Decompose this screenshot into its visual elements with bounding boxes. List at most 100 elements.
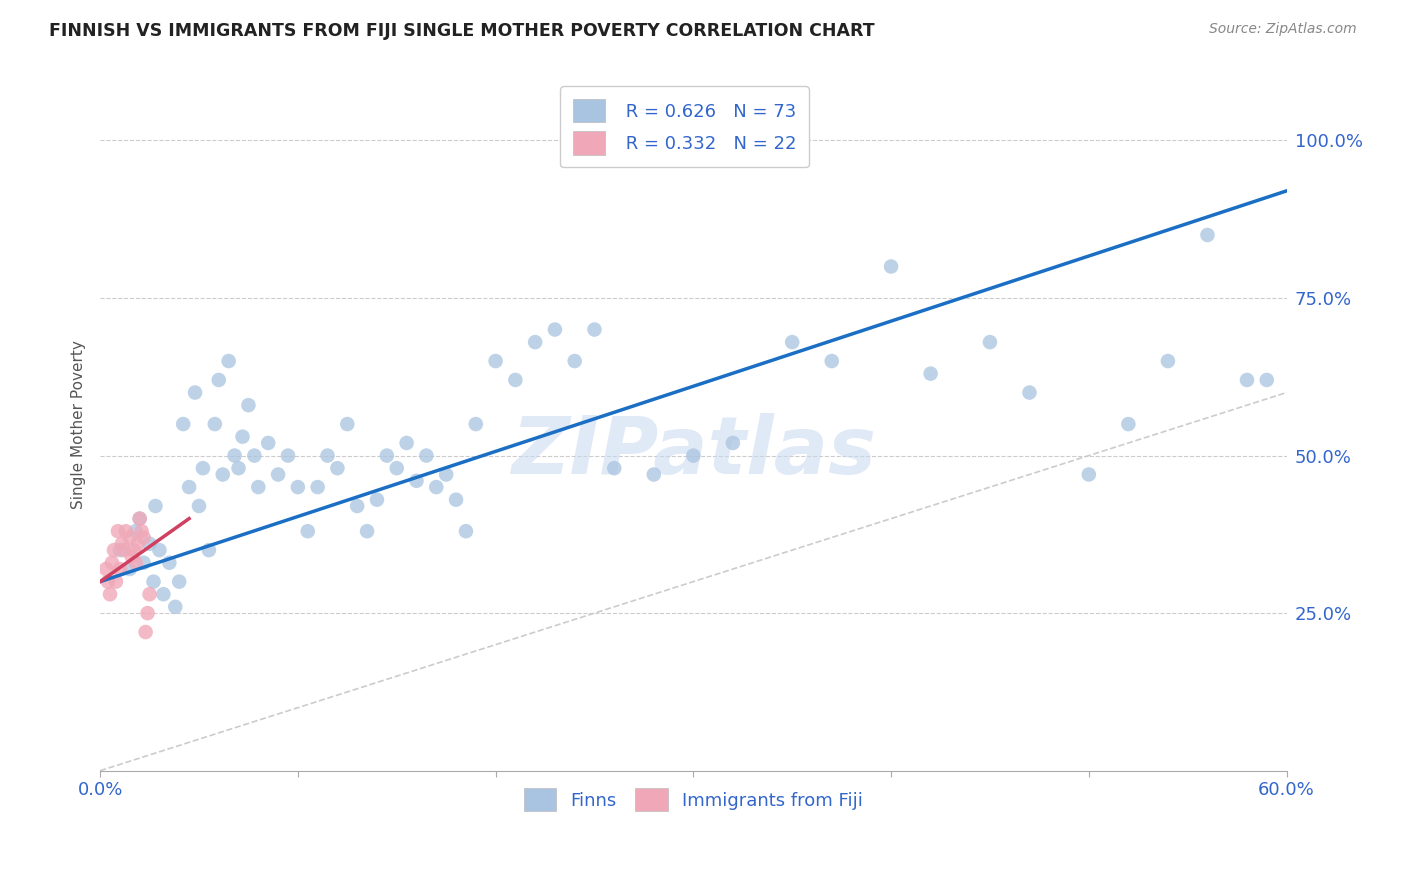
Point	[228, 461, 250, 475]
Point	[336, 417, 359, 431]
Point	[136, 606, 159, 620]
Point	[152, 587, 174, 601]
Point	[1256, 373, 1278, 387]
Point	[297, 524, 319, 539]
Point	[1018, 385, 1040, 400]
Point	[148, 543, 170, 558]
Y-axis label: Single Mother Poverty: Single Mother Poverty	[72, 340, 86, 508]
Point	[326, 461, 349, 475]
Point	[114, 524, 136, 539]
Point	[125, 556, 148, 570]
Point	[97, 574, 120, 589]
Point	[505, 373, 527, 387]
Point	[243, 449, 266, 463]
Text: FINNISH VS IMMIGRANTS FROM FIJI SINGLE MOTHER POVERTY CORRELATION CHART: FINNISH VS IMMIGRANTS FROM FIJI SINGLE M…	[49, 22, 875, 40]
Point	[218, 354, 240, 368]
Point	[821, 354, 844, 368]
Point	[1236, 373, 1258, 387]
Point	[1157, 354, 1180, 368]
Point	[356, 524, 378, 539]
Point	[544, 322, 567, 336]
Point	[1197, 227, 1219, 242]
Point	[121, 549, 143, 564]
Point	[920, 367, 942, 381]
Point	[643, 467, 665, 482]
Point	[132, 556, 155, 570]
Point	[1118, 417, 1140, 431]
Point	[247, 480, 270, 494]
Point	[128, 511, 150, 525]
Point	[257, 436, 280, 450]
Point	[721, 436, 744, 450]
Point	[405, 474, 427, 488]
Point	[122, 543, 145, 558]
Point	[208, 373, 231, 387]
Point	[277, 449, 299, 463]
Point	[165, 599, 187, 614]
Point	[434, 467, 457, 482]
Point	[101, 556, 124, 570]
Point	[172, 417, 194, 431]
Point	[464, 417, 486, 431]
Point	[142, 574, 165, 589]
Point	[780, 335, 803, 350]
Point	[145, 499, 167, 513]
Point	[583, 322, 606, 336]
Point	[138, 587, 160, 601]
Point	[682, 449, 704, 463]
Point	[204, 417, 226, 431]
Point	[346, 499, 368, 513]
Point	[316, 449, 339, 463]
Point	[94, 562, 117, 576]
Point	[880, 260, 903, 274]
Point	[979, 335, 1001, 350]
Point	[108, 562, 131, 576]
Point	[287, 480, 309, 494]
Point	[307, 480, 329, 494]
Text: Source: ZipAtlas.com: Source: ZipAtlas.com	[1209, 22, 1357, 37]
Point	[125, 524, 148, 539]
Point	[157, 556, 180, 570]
Point	[267, 467, 290, 482]
Point	[112, 543, 135, 558]
Point	[107, 524, 129, 539]
Point	[128, 511, 150, 525]
Point	[564, 354, 586, 368]
Text: ZIPatlas: ZIPatlas	[510, 413, 876, 491]
Point	[366, 492, 388, 507]
Point	[108, 543, 131, 558]
Point	[167, 574, 190, 589]
Point	[111, 537, 134, 551]
Point	[238, 398, 260, 412]
Point	[385, 461, 408, 475]
Point	[118, 562, 141, 576]
Point	[188, 499, 211, 513]
Point	[184, 385, 207, 400]
Point	[1077, 467, 1099, 482]
Point	[98, 587, 121, 601]
Point	[395, 436, 418, 450]
Point	[131, 524, 153, 539]
Legend: Finns, Immigrants from Fiji: Finns, Immigrants from Fiji	[512, 775, 876, 824]
Point	[103, 543, 125, 558]
Point	[524, 335, 547, 350]
Point	[375, 449, 398, 463]
Point	[118, 531, 141, 545]
Point	[135, 625, 157, 640]
Point	[425, 480, 447, 494]
Point	[211, 467, 233, 482]
Point	[138, 537, 160, 551]
Point	[415, 449, 437, 463]
Point	[127, 537, 149, 551]
Point	[444, 492, 467, 507]
Point	[224, 449, 246, 463]
Point	[603, 461, 626, 475]
Point	[179, 480, 201, 494]
Point	[231, 430, 253, 444]
Point	[198, 543, 221, 558]
Point	[132, 531, 155, 545]
Point	[104, 574, 127, 589]
Point	[454, 524, 477, 539]
Point	[484, 354, 506, 368]
Point	[191, 461, 214, 475]
